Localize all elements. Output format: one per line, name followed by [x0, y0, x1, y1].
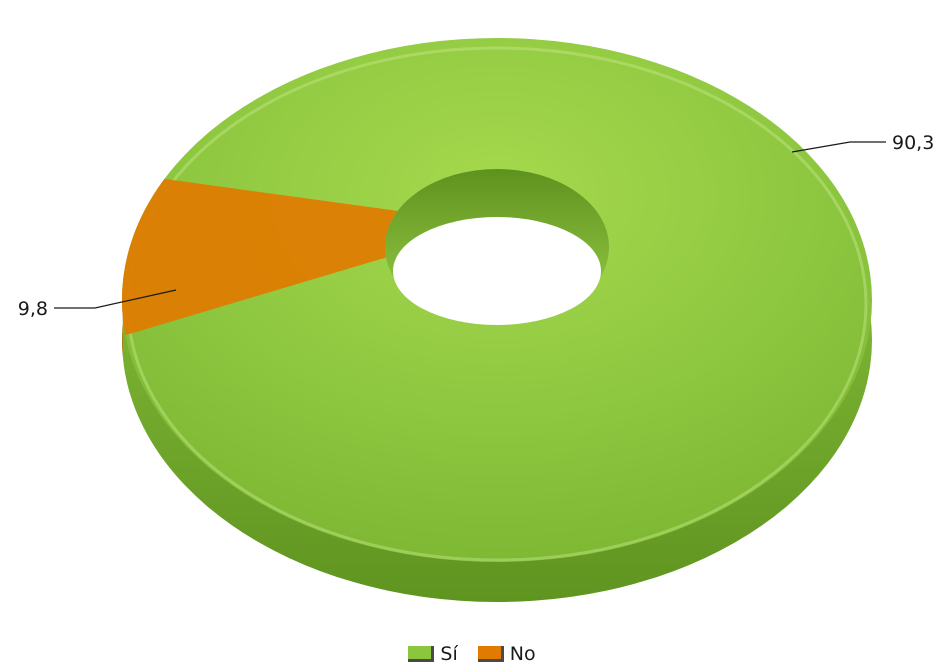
legend: Sí No [0, 644, 944, 664]
leader-line-si [791, 141, 886, 153]
legend-swatch-si [408, 646, 435, 662]
legend-swatch-no [477, 646, 504, 662]
data-label-si: 90,3 [892, 132, 934, 154]
data-label-no: 9,8 [18, 298, 48, 320]
leader-line-no [54, 289, 177, 309]
legend-label-no: No [509, 643, 536, 665]
legend-label-si: Sí [440, 643, 458, 665]
legend-item-si: Sí [408, 643, 458, 665]
legend-item-no: No [477, 643, 536, 665]
slice-no-top [122, 178, 398, 336]
hole-opening [393, 217, 601, 325]
